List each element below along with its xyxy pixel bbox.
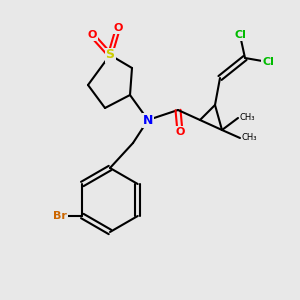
Text: O: O <box>175 127 185 137</box>
Text: CH₃: CH₃ <box>242 134 257 142</box>
Text: S: S <box>106 49 115 62</box>
Text: Cl: Cl <box>234 30 246 40</box>
Text: Br: Br <box>53 211 67 221</box>
Text: O: O <box>87 30 97 40</box>
Text: O: O <box>113 23 123 33</box>
Text: N: N <box>143 113 153 127</box>
Text: Cl: Cl <box>262 57 274 67</box>
Text: CH₃: CH₃ <box>240 113 256 122</box>
